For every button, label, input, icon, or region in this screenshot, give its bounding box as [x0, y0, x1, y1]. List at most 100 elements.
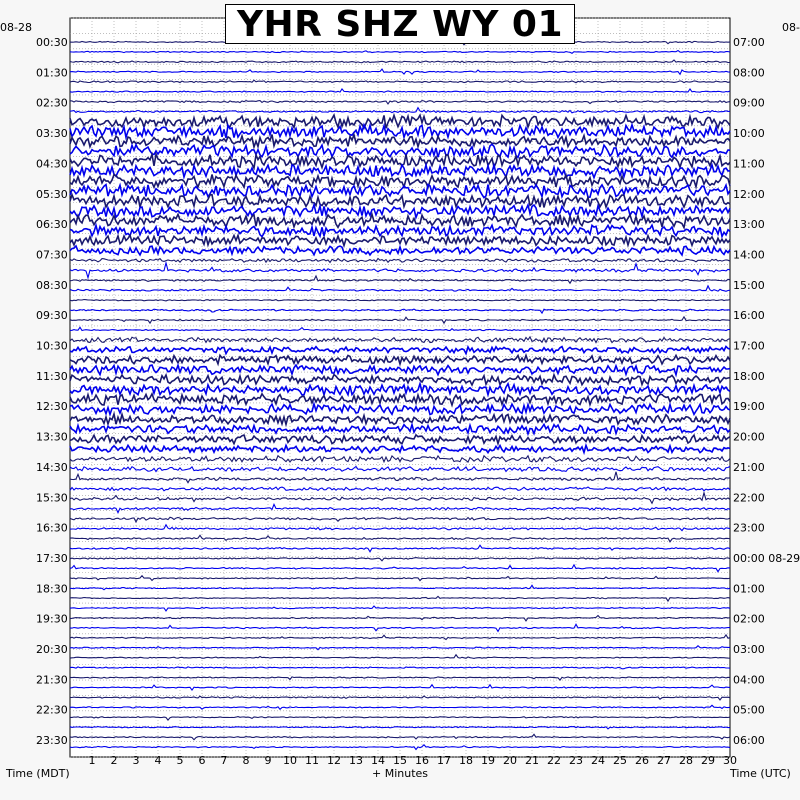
right-time-label: 15:00: [733, 279, 765, 292]
x-tick-label: 18: [459, 754, 473, 767]
x-tick-label: 25: [613, 754, 627, 767]
trace-line: [69, 284, 731, 292]
right-time-label: 07:00: [733, 36, 765, 49]
trace-line: [69, 391, 731, 408]
trace-line: [69, 744, 731, 751]
trace-line: [69, 211, 731, 231]
chart-title: YHR SHZ WY 01: [236, 3, 564, 45]
trace-line: [69, 232, 731, 249]
left-time-label: 06:30: [36, 218, 68, 231]
left-time-label: 17:30: [36, 552, 68, 565]
trace-line: [69, 68, 731, 76]
right-time-label: 22:00: [733, 491, 765, 504]
x-tick-label: 5: [177, 754, 184, 767]
right-time-label: 06:00: [733, 734, 765, 747]
trace-line: [70, 716, 731, 721]
x-tick-label: 26: [635, 754, 649, 767]
trace-line: [69, 411, 731, 428]
trace-line: [69, 471, 731, 484]
trace-line: [69, 544, 731, 553]
seismic-traces: [69, 40, 731, 751]
grid-lines: [70, 17, 730, 758]
left-time-label: 15:30: [36, 491, 68, 504]
x-tick-label: 21: [525, 754, 539, 767]
trace-line: [69, 352, 731, 367]
x-tick-label: 19: [481, 754, 495, 767]
x-tick-label: 22: [547, 754, 561, 767]
x-tick-label: 4: [155, 754, 162, 767]
x-tick-label: 7: [221, 754, 228, 767]
x-tick-label: 28: [679, 754, 693, 767]
x-axis-label: + Minutes: [372, 767, 428, 780]
right-time-label: 03:00: [733, 643, 765, 656]
trace-line: [69, 112, 731, 130]
trace-line: [69, 87, 731, 93]
trace-line: [69, 161, 730, 180]
trace-line: [69, 666, 731, 670]
left-time-label: 04:30: [36, 157, 68, 170]
left-time-label: 03:30: [36, 127, 68, 140]
trace-line: [69, 151, 731, 171]
right-time-label: 02:00: [733, 613, 765, 626]
trace-line: [69, 653, 731, 659]
trace-line: [69, 433, 731, 447]
left-time-label: 07:30: [36, 248, 68, 261]
x-tick-label: 15: [393, 754, 407, 767]
trace-line: [69, 605, 731, 612]
trace-line: [69, 380, 731, 398]
right-time-labels: 07:00 08:00 09:00 10:00 11:00 12:00 13:00 14:00…: [733, 36, 800, 747]
trace-line: [69, 574, 731, 582]
left-time-label: 21:30: [36, 673, 68, 686]
right-time-label: 05:00: [733, 704, 765, 717]
left-axis-label: Time (MDT): [5, 767, 70, 780]
trace-line: [69, 676, 731, 681]
left-time-label: 02:30: [36, 97, 68, 110]
trace-line: [69, 733, 731, 741]
trace-line: [69, 401, 731, 418]
x-tick-labels: 1 2 3 4 5 6 7 8 9 10 11 12 13 14 15 16 17 18 19 20 21 22 23 24 2…: [89, 754, 738, 767]
trace-line: [69, 222, 731, 239]
trace-line: [69, 274, 731, 285]
trace-line: [69, 244, 731, 257]
x-tick-label: 8: [243, 754, 250, 767]
trace-line: [69, 584, 731, 591]
x-tick-label: 20: [503, 754, 517, 767]
right-time-label: 23:00: [733, 522, 765, 535]
trace-line: [69, 362, 731, 378]
right-time-label: 12:00: [733, 188, 765, 201]
trace-line: [69, 308, 731, 315]
trace-line: [69, 79, 731, 84]
trace-line: [69, 315, 731, 325]
trace-line: [70, 623, 731, 633]
trace-line: [69, 372, 731, 387]
x-tick-label: 1: [89, 754, 96, 767]
trace-line: [69, 595, 731, 603]
trace-line: [69, 172, 731, 190]
trace-line: [69, 132, 731, 150]
left-time-label: 10:30: [36, 340, 68, 353]
x-tick-label: 11: [305, 754, 319, 767]
x-tick-label: 27: [657, 754, 671, 767]
trace-line: [69, 633, 731, 641]
left-time-label: 12:30: [36, 400, 68, 413]
trace-line: [69, 106, 731, 114]
left-time-label: 13:30: [36, 431, 68, 444]
trace-line: [69, 421, 731, 437]
right-date-label: 08-2: [782, 21, 800, 34]
x-tick-label: 17: [437, 754, 451, 767]
left-time-labels: 00:30 01:30 02:30 03:30 04:30 05:30 06:30 07:30…: [36, 36, 68, 747]
trace-line: [69, 335, 731, 344]
left-time-label: 23:30: [36, 734, 68, 747]
left-time-label: 18:30: [36, 582, 68, 595]
trace-line: [69, 142, 731, 159]
right-time-label: 18:00: [733, 370, 765, 383]
x-tick-label: 9: [265, 754, 272, 767]
trace-line: [70, 695, 731, 701]
trace-line: [69, 683, 731, 692]
right-time-label: 00:00 08-29: [733, 552, 800, 565]
left-time-label: 20:30: [36, 643, 68, 656]
trace-line: [69, 534, 731, 543]
left-time-label: 01:30: [36, 66, 68, 79]
right-time-label: 17:00: [733, 340, 765, 353]
trace-line: [69, 257, 731, 264]
